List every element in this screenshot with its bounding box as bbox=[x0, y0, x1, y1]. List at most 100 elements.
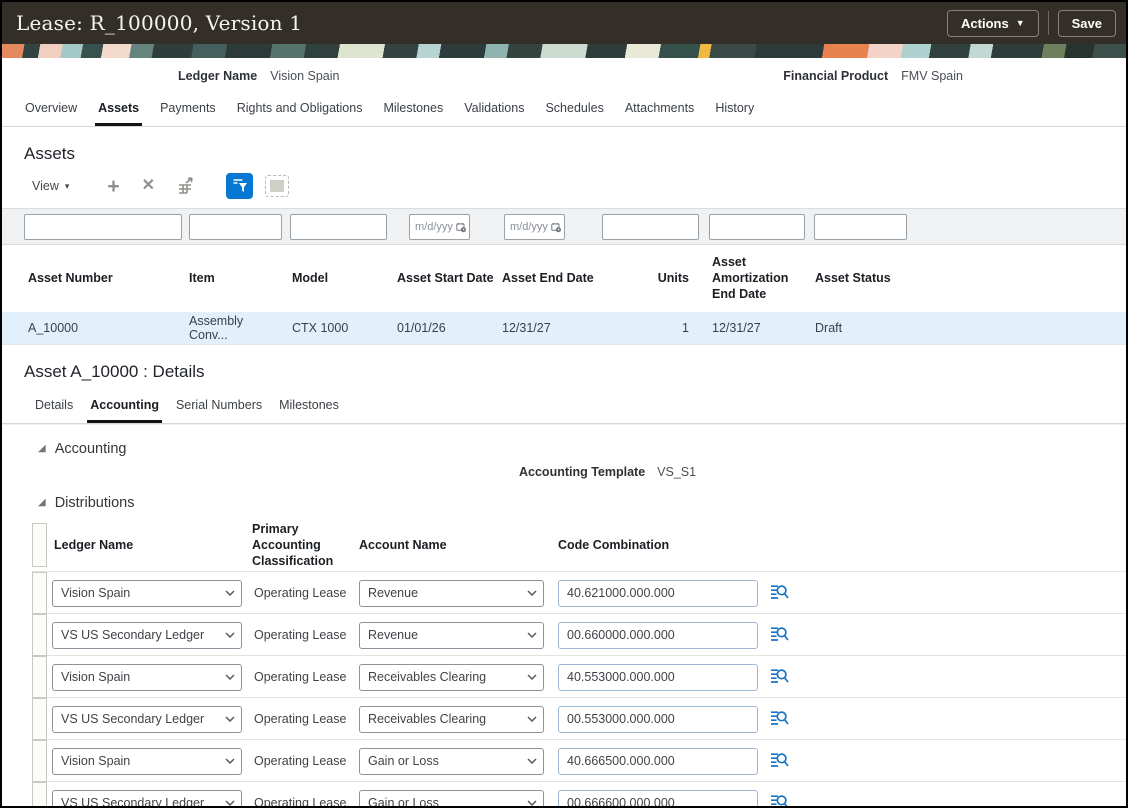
export-to-excel-button[interactable] bbox=[177, 177, 196, 195]
assets-heading: Assets bbox=[24, 144, 76, 163]
column-header-primary-accounting-classification: Primary Accounting Classification bbox=[252, 522, 334, 568]
tab-milestones[interactable]: Milestones bbox=[383, 101, 444, 115]
ledger-name-select[interactable]: Vision Spain bbox=[52, 579, 242, 607]
delete-icon: ✕ bbox=[141, 177, 156, 194]
code-combination-input[interactable] bbox=[558, 579, 758, 607]
code-combination-lookup-button[interactable] bbox=[770, 583, 789, 600]
row-selector[interactable] bbox=[32, 698, 47, 740]
code-combination-input[interactable] bbox=[558, 663, 758, 691]
code-combination-input[interactable] bbox=[558, 789, 758, 806]
column-header-code-combination: Code Combination bbox=[558, 538, 670, 552]
detach-button[interactable] bbox=[265, 175, 290, 197]
search-lookup-icon bbox=[771, 627, 789, 641]
filter-model-input[interactable] bbox=[290, 214, 387, 240]
account-name-select[interactable]: Gain or Loss bbox=[359, 747, 544, 775]
tab-attachments[interactable]: Attachments bbox=[624, 101, 695, 115]
collapse-triangle-icon[interactable]: ◢ bbox=[38, 497, 46, 508]
subtab-milestones[interactable]: Milestones bbox=[279, 398, 339, 412]
code-combination-lookup-button[interactable] bbox=[770, 667, 789, 684]
ledger-name-value: Vision Spain bbox=[270, 69, 340, 83]
ledger-name-select[interactable]: VS US Secondary Ledger bbox=[52, 705, 242, 733]
code-combination-input[interactable] bbox=[558, 621, 758, 649]
ledger-name-select[interactable]: VS US Secondary Ledger bbox=[52, 621, 242, 649]
subtab-serial-numbers[interactable]: Serial Numbers bbox=[175, 398, 263, 412]
code-combination-input[interactable] bbox=[558, 747, 758, 775]
code-combination-lookup-button[interactable] bbox=[770, 709, 789, 726]
cell-status: Draft bbox=[815, 321, 843, 335]
filter-asset-number-input[interactable] bbox=[24, 214, 182, 240]
distributions-rows: Vision Spain Operating Lease Revenue bbox=[32, 571, 1126, 806]
primary-accounting-classification-value: Operating Lease bbox=[254, 712, 347, 726]
column-header-asset-number: Asset Number bbox=[28, 271, 113, 285]
delete-row-button[interactable]: ✕ bbox=[142, 178, 155, 194]
save-button[interactable]: Save bbox=[1057, 9, 1116, 37]
row-selector[interactable] bbox=[32, 572, 47, 614]
top-header-bar: Lease: R_100000, Version 1 Actions ▼ Sav… bbox=[2, 2, 1126, 44]
code-combination-lookup-button[interactable] bbox=[770, 793, 789, 806]
distributions-table: Ledger Name Primary Accounting Classific… bbox=[32, 519, 1126, 806]
asset-table-row-selected[interactable]: A_10000 Assembly Conv... CTX 1000 01/01/… bbox=[2, 312, 1126, 345]
row-selector[interactable] bbox=[32, 656, 47, 698]
collapse-triangle-icon[interactable]: ◢ bbox=[38, 443, 46, 454]
financial-product-value: FMV Spain bbox=[901, 69, 963, 83]
ledger-name-select[interactable]: Vision Spain bbox=[52, 663, 242, 691]
cell-amortization-end-date: 12/31/27 bbox=[712, 321, 761, 335]
code-combination-input[interactable] bbox=[558, 705, 758, 733]
tab-assets[interactable]: Assets bbox=[95, 94, 143, 126]
tab-history[interactable]: History bbox=[715, 101, 755, 115]
cell-end-date: 12/31/27 bbox=[502, 321, 551, 335]
account-name-select[interactable]: Receivables Clearing bbox=[359, 705, 544, 733]
tab-validations[interactable]: Validations bbox=[464, 101, 525, 115]
accounting-template-field: Accounting Template VS_S1 bbox=[2, 465, 1126, 479]
filter-end-date-field[interactable] bbox=[504, 214, 565, 240]
filter-start-date-field[interactable] bbox=[409, 214, 470, 240]
tab-schedules[interactable]: Schedules bbox=[545, 101, 604, 115]
search-lookup-icon bbox=[771, 669, 789, 683]
ledger-name-select[interactable]: Vision Spain bbox=[52, 747, 242, 775]
calendar-icon[interactable] bbox=[550, 221, 561, 234]
accounting-template-label: Accounting Template bbox=[519, 465, 646, 479]
chevron-down-icon: ▼ bbox=[1015, 17, 1025, 28]
ledger-name-select[interactable]: VS US Secondary Ledger bbox=[52, 789, 242, 806]
column-header-asset-status: Asset Status bbox=[815, 271, 891, 285]
account-name-select[interactable]: Gain or Loss bbox=[359, 789, 544, 806]
view-menu-button[interactable]: View ▾ bbox=[32, 179, 70, 193]
page-title: Lease: R_100000, Version 1 bbox=[16, 11, 303, 35]
code-combination-lookup-button[interactable] bbox=[770, 751, 789, 768]
cell-units: 1 bbox=[682, 321, 689, 335]
distributions-section-header: ◢ Distributions bbox=[38, 495, 1126, 511]
add-row-button[interactable]: + bbox=[107, 176, 119, 197]
export-grid-icon bbox=[179, 177, 193, 194]
filter-status-input[interactable] bbox=[814, 214, 907, 240]
row-selector[interactable] bbox=[32, 782, 47, 806]
subtab-details[interactable]: Details bbox=[35, 398, 74, 412]
column-header-asset-start-date: Asset Start Date bbox=[397, 271, 494, 285]
query-by-example-toggle[interactable] bbox=[226, 173, 254, 199]
asset-details-tab-bar: Details Accounting Serial Numbers Milest… bbox=[2, 391, 1126, 424]
filter-item-input[interactable] bbox=[189, 214, 282, 240]
account-name-select[interactable]: Revenue bbox=[359, 579, 544, 607]
code-combination-lookup-button[interactable] bbox=[770, 625, 789, 642]
account-name-select[interactable]: Receivables Clearing bbox=[359, 663, 544, 691]
cell-item: Assembly Conv... bbox=[189, 314, 244, 342]
subtab-accounting[interactable]: Accounting bbox=[87, 391, 162, 423]
tab-rights-and-obligations[interactable]: Rights and Obligations bbox=[236, 101, 363, 115]
tab-overview[interactable]: Overview bbox=[25, 101, 78, 115]
account-name-select[interactable]: Revenue bbox=[359, 621, 544, 649]
filter-end-date-input[interactable] bbox=[510, 221, 551, 233]
ledger-name-field: Ledger Name Vision Spain bbox=[178, 69, 339, 83]
calendar-icon[interactable] bbox=[455, 221, 466, 234]
decorative-banner bbox=[2, 44, 1126, 58]
distribution-row: Vision Spain Operating Lease Receivables… bbox=[32, 655, 1126, 698]
filter-start-date-input[interactable] bbox=[415, 221, 456, 233]
assets-table-header: Asset Number Item Model Asset Start Date… bbox=[2, 245, 1126, 312]
tab-payments[interactable]: Payments bbox=[160, 101, 216, 115]
search-lookup-icon bbox=[771, 753, 789, 767]
row-selector[interactable] bbox=[32, 740, 47, 782]
row-selector[interactable] bbox=[32, 614, 47, 656]
filter-units-input[interactable] bbox=[602, 214, 699, 240]
actions-button[interactable]: Actions ▼ bbox=[947, 9, 1039, 37]
filter-amortization-date-input[interactable] bbox=[709, 214, 805, 240]
search-lookup-icon bbox=[771, 585, 789, 599]
